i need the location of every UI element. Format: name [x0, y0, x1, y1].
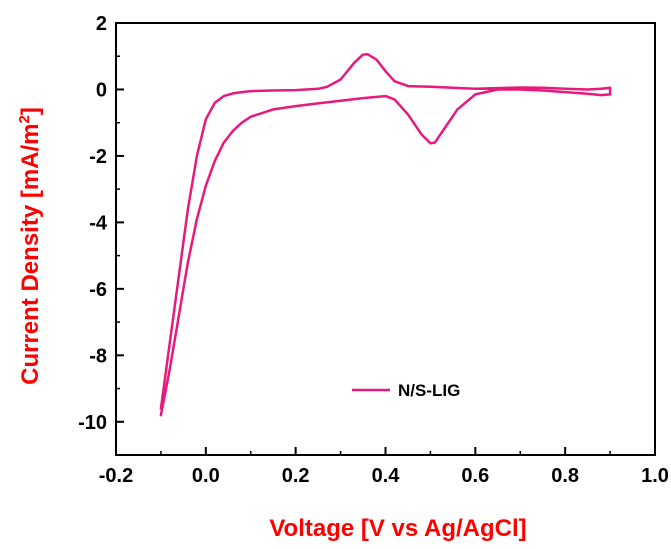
x-tick-label: -0.2: [99, 465, 133, 487]
x-tick-label: 0.2: [282, 465, 310, 487]
legend-label: N/S-LIG: [398, 381, 460, 400]
y-axis-title-sup: 2: [16, 115, 33, 123]
series-layer: [159, 52, 612, 417]
y-tick-label: -4: [89, 212, 108, 234]
y-axis-title: Current Density [mA/m2]: [16, 107, 44, 385]
y-axis-title-end: ]: [17, 107, 44, 115]
x-tick-label: 0.0: [192, 465, 220, 487]
axis-ticks: -0.2 0.0 0.2 0.4 0.6 0.8 1.0 2 0 -2 -4 -6 -8 -10: [78, 13, 669, 487]
x-tick-label: 0.4: [372, 465, 401, 487]
x-tick-label: 0.8: [551, 465, 579, 487]
y-tick-label: 2: [96, 13, 107, 35]
y-tick-label: -10: [78, 412, 107, 434]
y-tick-label: -2: [89, 146, 107, 168]
y-axis-title-main: Current Density [mA/m: [17, 123, 44, 384]
legend: N/S-LIG: [352, 381, 460, 400]
y-tick-label: -6: [89, 279, 107, 301]
x-tick-label: 1.0: [641, 465, 669, 487]
y-tick-label: 0: [96, 79, 107, 101]
series-line-n-s-lig: [159, 52, 612, 417]
x-tick-label: 0.6: [461, 465, 489, 487]
y-tick-label: -8: [89, 345, 107, 367]
x-axis-title: Voltage [V vs Ag/AgCl]: [269, 515, 526, 542]
